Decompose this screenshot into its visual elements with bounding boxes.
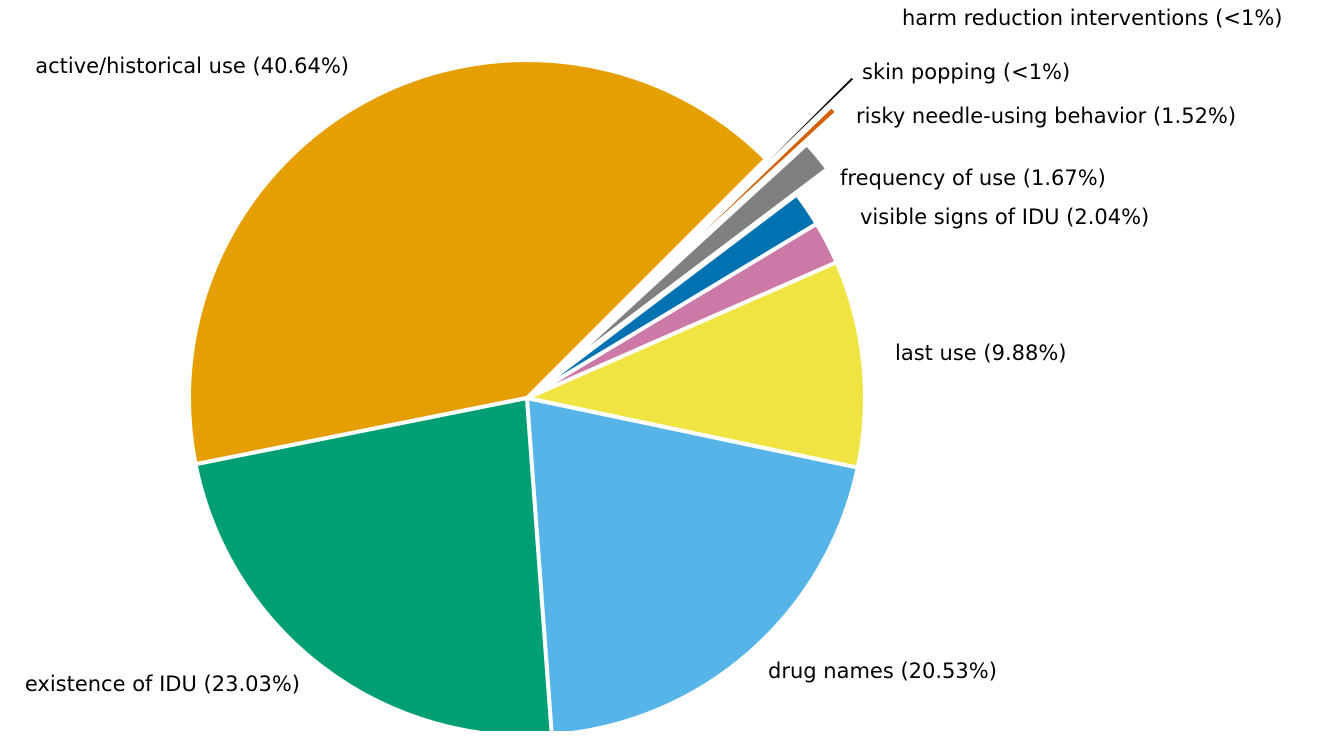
pie-label-frequency-of-use: frequency of use (1.67%): [840, 166, 1106, 190]
pie-label-last-use: last use (9.88%): [895, 341, 1067, 365]
slices-layer: [187, 58, 867, 736]
labels-layer: active/historical use (40.64%) existence …: [25, 6, 1283, 696]
pie-label-drug-names: drug names (20.53%): [768, 659, 997, 683]
pie-label-visible-signs-of-idu: visible signs of IDU (2.04%): [860, 205, 1149, 229]
pie-slice-harm-reduction-interventions: [610, 72, 858, 316]
pie-label-harm-reduction-interventions: harm reduction interventions (<1%): [902, 6, 1282, 30]
pie-slice-risky-needle-using-behavior: [555, 141, 830, 375]
pie-label-existence-of-idu: existence of IDU (23.03%): [25, 672, 300, 696]
pie-label-skin-popping: skin popping (<1%): [862, 60, 1070, 84]
pie-slice-active-historical-use: [187, 58, 768, 467]
pie-slice-last-use: [525, 260, 867, 470]
pie-slice-drug-names: [525, 396, 860, 736]
pie-label-active-historical-use: active/historical use (40.64%): [35, 54, 349, 78]
pie-slice-skin-popping: [586, 103, 840, 343]
pie-label-risky-needle-using-behavior: risky needle-using behavior (1.52%): [856, 104, 1236, 128]
